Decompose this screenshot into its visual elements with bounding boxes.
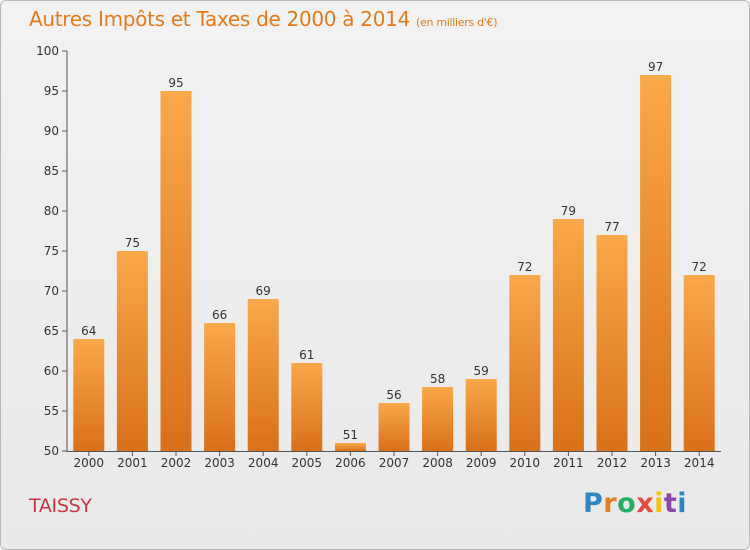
bar	[683, 275, 715, 451]
x-tick-label: 2000	[74, 456, 105, 470]
bar	[596, 235, 628, 451]
y-tick-label: 65	[44, 324, 59, 338]
y-tick-label: 60	[44, 364, 59, 378]
commune-name: TAISSY	[29, 495, 92, 517]
bar	[552, 219, 584, 451]
data-label: 64	[81, 324, 96, 338]
bar	[247, 299, 279, 451]
y-tick-label: 85	[44, 164, 59, 178]
x-tick-label: 2005	[292, 456, 323, 470]
data-label: 75	[125, 236, 140, 250]
proxiti-logo[interactable]: Proxiti	[583, 488, 687, 519]
logo-letter: P	[583, 488, 604, 519]
value-labels: 64 75 95 66 69 61 51 56 58 59 72 79 77 97 72	[81, 60, 707, 442]
bar	[116, 251, 148, 451]
x-tick-label: 2008	[422, 456, 453, 470]
data-label: 59	[474, 364, 489, 378]
data-label: 95	[168, 76, 183, 90]
chart-title-text: Autres Impôts et Taxes de 2000 à 2014	[29, 7, 410, 31]
logo-letter: o	[617, 488, 637, 519]
bar	[160, 91, 192, 451]
x-tick-label: 2004	[248, 456, 279, 470]
bar	[509, 275, 541, 451]
x-tick-label: 2003	[204, 456, 235, 470]
data-label: 79	[561, 204, 576, 218]
bars	[73, 75, 715, 451]
x-tick-label: 2014	[684, 456, 715, 470]
x-tick-label: 2011	[553, 456, 584, 470]
y-tick-label: 80	[44, 204, 59, 218]
x-tick-label: 2007	[379, 456, 410, 470]
y-tick-label: 55	[44, 404, 59, 418]
y-tick-label: 75	[44, 244, 59, 258]
x-tick-label: 2010	[510, 456, 541, 470]
y-tick-label: 90	[44, 124, 59, 138]
chart-unit: (en milliers d'€)	[416, 16, 498, 29]
y-tick-label: 50	[44, 444, 59, 458]
data-label: 72	[517, 260, 532, 274]
data-label: 72	[692, 260, 707, 274]
bar	[378, 403, 410, 451]
x-tick-label: 2013	[640, 456, 671, 470]
data-label: 97	[648, 60, 663, 74]
x-tick-label: 2001	[117, 456, 148, 470]
y-tick-label: 95	[44, 84, 59, 98]
data-label: 51	[343, 428, 358, 442]
logo-letter: i	[654, 488, 664, 519]
bar	[640, 75, 672, 451]
bar	[291, 363, 323, 451]
data-label: 69	[256, 284, 271, 298]
chart-title: Autres Impôts et Taxes de 2000 à 2014 (en…	[29, 7, 497, 31]
bar	[465, 379, 497, 451]
logo-letter: x	[636, 488, 655, 519]
data-label: 56	[386, 388, 401, 402]
y-tick-label: 100	[36, 44, 59, 58]
data-label: 77	[604, 220, 619, 234]
data-label: 66	[212, 308, 227, 322]
bar	[422, 387, 454, 451]
y-tick-label: 70	[44, 284, 59, 298]
x-tick-label: 2012	[597, 456, 628, 470]
axes: 50 55 60 65 70 75 80 85 90 95 100 2000 2001 2002 2003 2…	[36, 44, 721, 470]
logo-letter: r	[603, 488, 618, 519]
data-label: 58	[430, 372, 445, 386]
bar	[334, 443, 366, 451]
bar	[204, 323, 236, 451]
x-tick-label: 2006	[335, 456, 366, 470]
x-tick-label: 2002	[161, 456, 192, 470]
logo-letter: i	[677, 488, 688, 519]
bar	[73, 339, 105, 451]
data-label: 61	[299, 348, 314, 362]
logo-letter: t	[663, 488, 678, 519]
x-tick-label: 2009	[466, 456, 497, 470]
